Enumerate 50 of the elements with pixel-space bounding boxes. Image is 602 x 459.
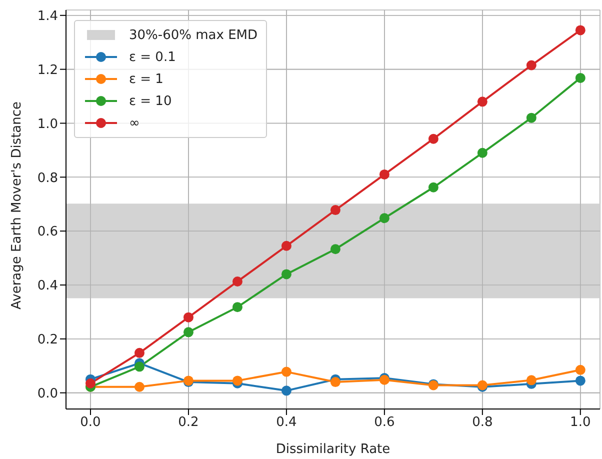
point <box>330 377 340 388</box>
y-tick-label: 0.0 <box>37 386 58 402</box>
point <box>134 362 144 372</box>
point <box>330 244 340 254</box>
y-tick-label: 0.8 <box>37 170 58 186</box>
legend-label: ε = 1 <box>129 72 164 86</box>
point <box>281 386 292 396</box>
point <box>575 376 586 386</box>
point <box>281 366 292 377</box>
point <box>526 375 536 386</box>
point <box>428 134 438 144</box>
point <box>477 148 488 158</box>
point <box>134 382 144 392</box>
x-tick-label: 1.0 <box>570 415 591 430</box>
x-tick-label: 0.6 <box>374 415 395 430</box>
y-tick-label: 0.2 <box>37 332 58 348</box>
point <box>85 378 96 388</box>
point <box>428 182 438 192</box>
x-tick-label: 0.2 <box>178 415 199 430</box>
legend-label: ε = 10 <box>129 94 172 108</box>
point <box>183 312 194 322</box>
y-tick-label: 1.4 <box>37 9 58 24</box>
legend-label: ε = 0.1 <box>129 50 176 64</box>
y-tick-label: 1.2 <box>37 62 58 78</box>
point <box>232 302 242 312</box>
point <box>281 269 292 280</box>
point <box>575 364 586 375</box>
point <box>526 60 536 70</box>
y-tick-label: 1.0 <box>37 116 58 132</box>
point <box>575 72 586 83</box>
point <box>379 169 390 180</box>
point <box>281 240 292 251</box>
point <box>232 276 242 286</box>
y-tick-label: 0.4 <box>37 278 58 294</box>
point <box>477 96 488 107</box>
point <box>379 213 390 224</box>
y-axis-title: Average Earth Mover's Distance <box>10 101 25 310</box>
x-axis-title: Dissimilarity Rate <box>276 442 390 457</box>
legend-label: 30%-60% max EMD <box>129 28 258 42</box>
x-tick-label: 0.4 <box>276 415 297 430</box>
x-tick-label: 0.0 <box>80 415 101 430</box>
point <box>526 112 536 123</box>
x-tick-label: 0.8 <box>472 415 493 430</box>
point <box>575 25 586 36</box>
point <box>134 348 144 358</box>
y-tick-label: 0.6 <box>37 224 58 240</box>
legend-label: ∞ <box>129 116 140 130</box>
point <box>232 376 242 386</box>
point <box>330 205 340 216</box>
point <box>183 327 194 338</box>
